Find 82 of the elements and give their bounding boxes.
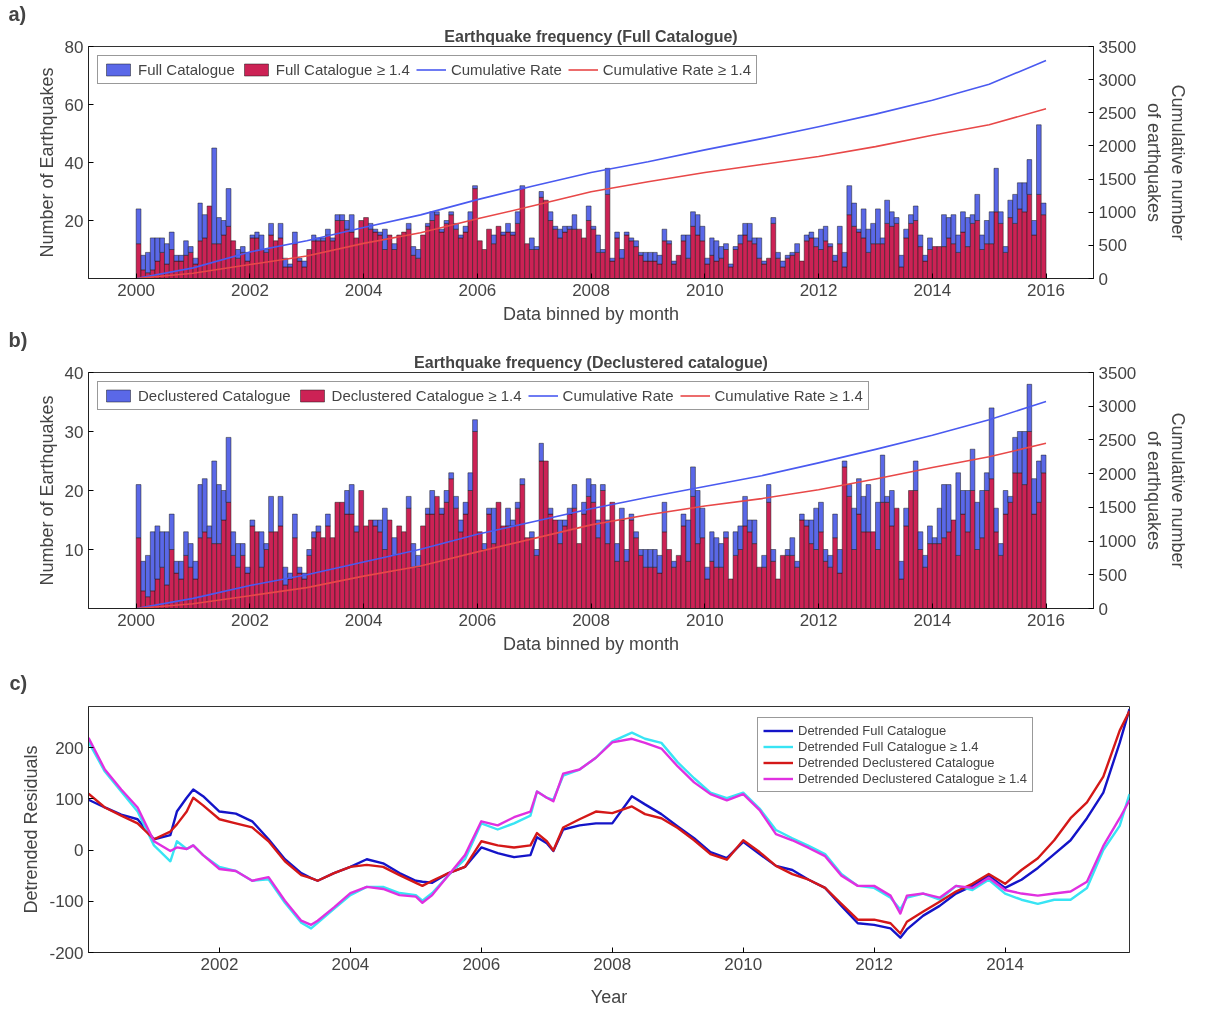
x-tick-label: 2012 bbox=[855, 954, 894, 974]
legend-label: Detrended Full Catalogue ≥ 1.4 bbox=[798, 739, 979, 754]
x-axis-title: Year bbox=[590, 986, 628, 1007]
y2-tick-label: 2000 bbox=[1098, 136, 1137, 156]
y-axis-title: Number of Earthquakes bbox=[36, 67, 57, 258]
x-tick-label: 2002 bbox=[231, 610, 269, 630]
text: a) bbox=[8, 2, 27, 25]
line-series bbox=[135, 108, 1047, 279]
y2-tick-label: 2500 bbox=[1098, 103, 1137, 123]
y-tick-label: 60 bbox=[64, 95, 84, 115]
x-axis-title: Data binned by month bbox=[502, 633, 680, 654]
x-tick-label: 2014 bbox=[913, 280, 952, 300]
legend-label: Detrended Full Catalogue bbox=[798, 723, 947, 738]
y-tick-label: -100 bbox=[49, 892, 84, 912]
chart-title: Earthquake frequency (Full Catalogue) bbox=[444, 28, 738, 45]
x-tick-label: 2014 bbox=[913, 610, 952, 630]
line-series bbox=[135, 442, 1047, 609]
y2-tick-label: 0 bbox=[1098, 269, 1108, 289]
x-tick-label: 2016 bbox=[1027, 280, 1065, 300]
x-tick-label: 2012 bbox=[799, 610, 838, 630]
x-tick-label: 2016 bbox=[1027, 610, 1065, 630]
x-tick-label: 2006 bbox=[458, 280, 497, 300]
x-tick-label: 2006 bbox=[462, 954, 501, 974]
x-tick-label: 2004 bbox=[331, 954, 370, 974]
y2-tick-label: 3000 bbox=[1098, 397, 1137, 417]
legend-label: Declustered Catalogue bbox=[138, 387, 291, 404]
legend-label: Cumulative Rate bbox=[562, 387, 674, 404]
x-axis-title: Data binned by month bbox=[502, 303, 680, 324]
legend-label: Detrended Declustered Catalogue bbox=[798, 755, 995, 770]
text: b) bbox=[8, 328, 28, 351]
x-tick-label: 2000 bbox=[117, 610, 156, 630]
y2-tick-label: 1000 bbox=[1098, 203, 1137, 223]
y-tick-label: 20 bbox=[64, 481, 84, 501]
line-series bbox=[135, 59, 1047, 279]
y2-tick-label: 3500 bbox=[1098, 363, 1137, 383]
y-tick-label: 20 bbox=[64, 211, 84, 231]
text: c) bbox=[9, 671, 28, 694]
x-tick-label: 2008 bbox=[572, 610, 610, 630]
y2-tick-label: 500 bbox=[1098, 236, 1127, 256]
y-axis-title: Number of Earthquakes bbox=[36, 395, 57, 586]
y2-tick-label: 2000 bbox=[1098, 464, 1137, 484]
x-tick-label: 2002 bbox=[231, 280, 269, 300]
legend-label: Full Catalogue bbox=[138, 61, 235, 78]
y-tick-label: 40 bbox=[64, 153, 84, 173]
x-tick-label: 2008 bbox=[593, 954, 632, 974]
y2-tick-label: 1500 bbox=[1098, 498, 1137, 518]
y2-tick-label: 500 bbox=[1098, 565, 1127, 585]
y-tick-label: 0 bbox=[74, 841, 84, 860]
chart-title: Earthquake frequency (Declustered catalogue) bbox=[414, 354, 768, 371]
y-tick-label: 80 bbox=[64, 37, 84, 57]
x-tick-label: 2004 bbox=[344, 610, 383, 630]
y2-axis-title: Cumulative number of earthquakes bbox=[1144, 84, 1189, 241]
x-tick-label: 2010 bbox=[685, 610, 724, 630]
legend-label: Detrended Declustered Catalogue ≥ 1.4 bbox=[798, 771, 1027, 786]
y-tick-label: 10 bbox=[64, 540, 84, 560]
y-tick-label: 40 bbox=[64, 363, 84, 383]
x-tick-label: 2008 bbox=[572, 280, 610, 300]
y-tick-label: 30 bbox=[64, 422, 84, 442]
legend-label: Declustered Catalogue ≥ 1.4 bbox=[331, 387, 522, 404]
y2-tick-label: 3000 bbox=[1098, 70, 1137, 90]
x-tick-label: 2000 bbox=[117, 280, 156, 300]
y-axis-title: Detrended Residuals bbox=[21, 745, 42, 914]
legend-label: Cumulative Rate bbox=[450, 61, 562, 78]
x-tick-label: 2010 bbox=[724, 954, 763, 974]
y2-tick-label: 3500 bbox=[1098, 37, 1137, 57]
y-tick-label: 200 bbox=[55, 738, 84, 758]
legend-label: Cumulative Rate ≥ 1.4 bbox=[714, 387, 863, 404]
y2-axis-title: Cumulative number of earthquakes bbox=[1144, 412, 1189, 569]
legend-label: Full Catalogue ≥ 1.4 bbox=[275, 61, 410, 78]
x-tick-label: 2002 bbox=[200, 954, 239, 974]
x-tick-label: 2012 bbox=[799, 280, 838, 300]
y-tick-label: 100 bbox=[55, 789, 84, 809]
y2-tick-label: 1500 bbox=[1098, 170, 1137, 190]
y2-tick-label: 1000 bbox=[1098, 532, 1137, 552]
y2-tick-label: 2500 bbox=[1098, 430, 1137, 450]
legend-label: Cumulative Rate ≥ 1.4 bbox=[602, 61, 752, 78]
y2-tick-label: 0 bbox=[1098, 599, 1108, 619]
x-tick-label: 2010 bbox=[685, 280, 724, 300]
y-tick-label: -200 bbox=[49, 943, 84, 963]
x-tick-label: 2014 bbox=[986, 954, 1025, 974]
x-tick-label: 2006 bbox=[458, 610, 497, 630]
x-tick-label: 2004 bbox=[344, 280, 383, 300]
